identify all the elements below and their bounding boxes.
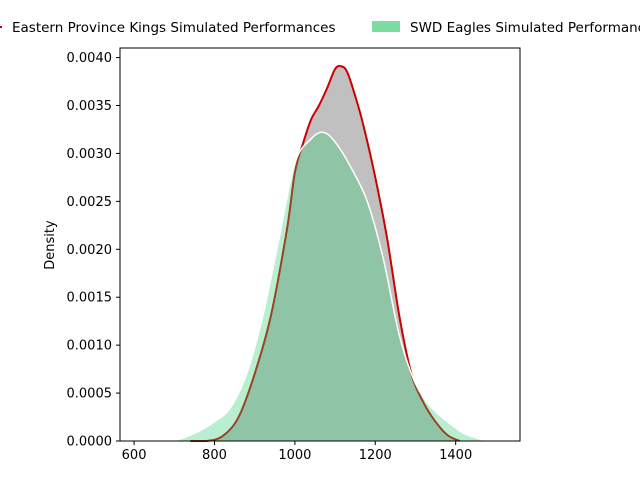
plot-area (119, 47, 521, 442)
y-tick-label: 0.0020 (67, 243, 113, 258)
series-layer (170, 64, 489, 442)
y-tick-label: 0.0040 (67, 51, 113, 66)
legend-swatch-swd-eagles (372, 21, 400, 32)
legend: Eastern Province Kings Simulated Perform… (0, 20, 640, 36)
x-tick-label: 1200 (359, 448, 392, 463)
y-axis: 0.0000 0.0005 0.0010 0.0015 0.0020 0.0025 0.00… (67, 51, 120, 450)
y-tick-label: 0.0000 (67, 435, 113, 450)
y-tick-label: 0.0030 (67, 147, 113, 162)
x-tick-label: 600 (122, 448, 147, 463)
y-tick-label: 0.0015 (67, 291, 113, 306)
y-tick-label: 0.0010 (67, 339, 113, 354)
plot-frame (119, 47, 521, 442)
y-tick-label: 0.0005 (67, 387, 113, 402)
y-tick-label: 0.0025 (67, 195, 113, 210)
density-area-swd-eagles (170, 132, 488, 441)
y-tick-label: 0.0035 (67, 99, 113, 114)
y-axis-label: Density (43, 220, 58, 270)
legend-label-swd-eagles: SWD Eagles Simulated Performances (410, 20, 640, 36)
x-tick-label: 800 (202, 448, 227, 463)
x-tick-label: 1400 (439, 448, 472, 463)
density-area-eastern-province-kings (190, 65, 460, 442)
legend-label-eastern-province-kings: Eastern Province Kings Simulated Perform… (12, 20, 335, 36)
x-tick-label: 1000 (278, 448, 311, 463)
x-axis: 600 800 1000 1200 1400 (122, 441, 472, 463)
density-line-swd-eagles (170, 131, 489, 442)
